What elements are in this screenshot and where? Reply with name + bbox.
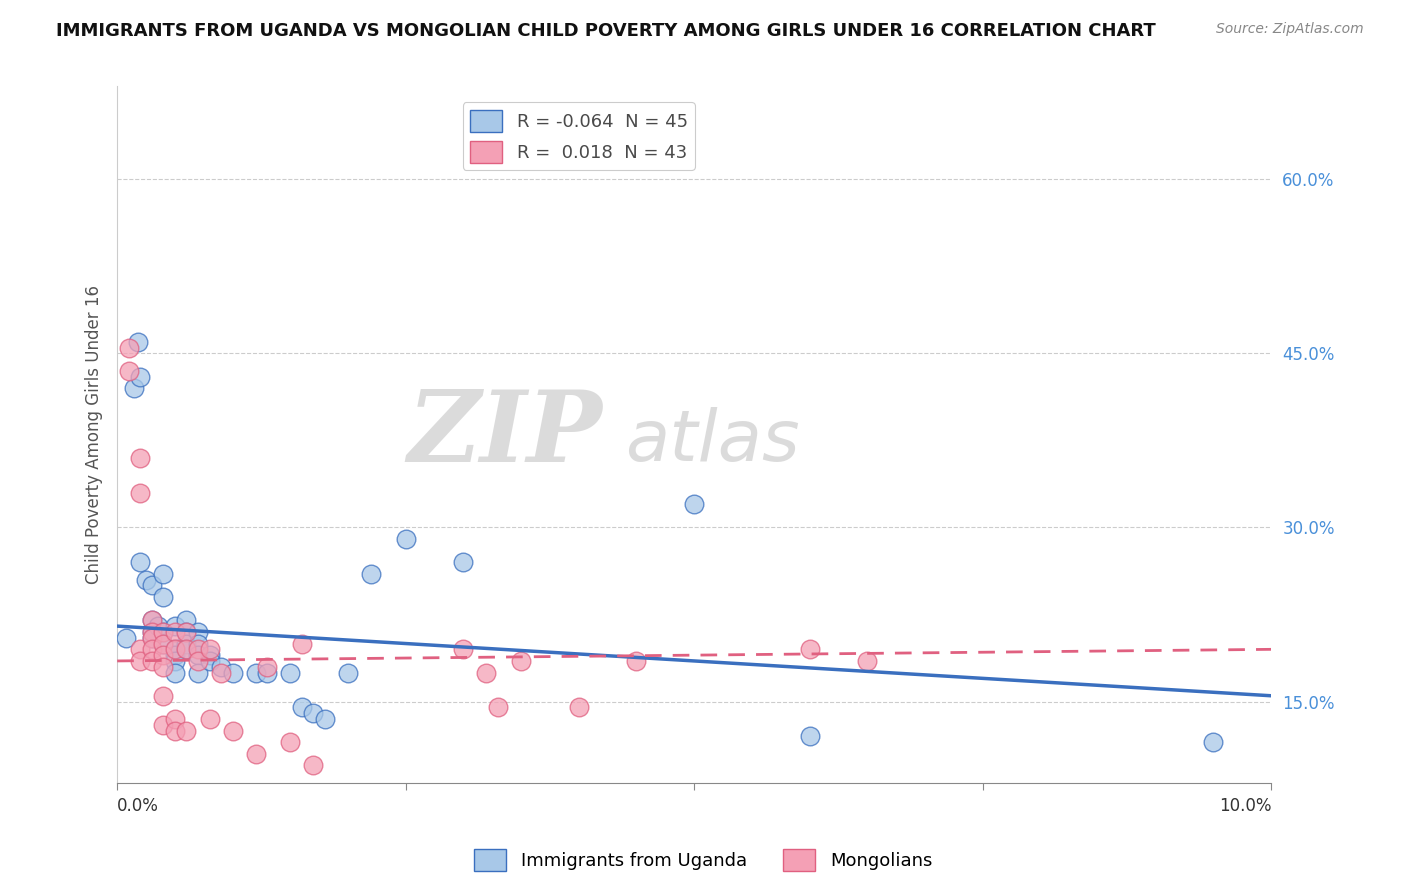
Point: [187, 624, 209, 639]
Point: [115, 631, 138, 645]
Point: [256, 665, 278, 680]
Point: [163, 712, 186, 726]
Point: [141, 624, 163, 639]
Point: [245, 665, 267, 680]
Point: [129, 369, 152, 384]
Point: [141, 578, 163, 592]
Point: [395, 532, 418, 546]
Point: [198, 642, 221, 657]
Point: [475, 665, 498, 680]
Point: [291, 636, 314, 650]
Point: [198, 712, 221, 726]
Text: IMMIGRANTS FROM UGANDA VS MONGOLIAN CHILD POVERTY AMONG GIRLS UNDER 16 CORRELATI: IMMIGRANTS FROM UGANDA VS MONGOLIAN CHIL…: [56, 22, 1156, 40]
Text: Source: ZipAtlas.com: Source: ZipAtlas.com: [1216, 22, 1364, 37]
Point: [152, 636, 174, 650]
Point: [146, 619, 169, 633]
Point: [187, 648, 209, 662]
Point: [141, 631, 163, 645]
Point: [141, 624, 163, 639]
Point: [129, 485, 152, 500]
Point: [135, 573, 157, 587]
Point: [152, 636, 174, 650]
Point: [176, 624, 198, 639]
Point: [360, 566, 382, 581]
Point: [187, 665, 209, 680]
Point: [127, 334, 149, 349]
Point: [152, 689, 174, 703]
Point: [129, 642, 152, 657]
Point: [799, 642, 821, 657]
Point: [152, 590, 174, 604]
Point: [152, 624, 174, 639]
Point: [129, 450, 152, 465]
Point: [187, 636, 209, 650]
Point: [856, 654, 879, 668]
Point: [198, 654, 221, 668]
Point: [163, 642, 186, 657]
Point: [453, 642, 475, 657]
Point: [163, 665, 186, 680]
Point: [141, 613, 163, 627]
Point: [163, 619, 186, 633]
Point: [486, 700, 509, 714]
Point: [118, 364, 141, 378]
Point: [302, 706, 325, 721]
Point: [163, 624, 186, 639]
Point: [626, 654, 648, 668]
Point: [152, 624, 174, 639]
Point: [141, 613, 163, 627]
Point: [152, 566, 174, 581]
Point: [245, 747, 267, 761]
Legend: R = -0.064  N = 45, R =  0.018  N = 43: R = -0.064 N = 45, R = 0.018 N = 43: [463, 103, 695, 169]
Point: [141, 654, 163, 668]
Point: [221, 665, 243, 680]
Point: [176, 723, 198, 738]
Point: [152, 648, 174, 662]
Point: [129, 555, 152, 569]
Point: [568, 700, 591, 714]
Point: [176, 613, 198, 627]
Legend: Immigrants from Uganda, Mongolians: Immigrants from Uganda, Mongolians: [467, 842, 939, 879]
Point: [683, 497, 706, 511]
Point: [187, 642, 209, 657]
Point: [176, 624, 198, 639]
Point: [152, 718, 174, 732]
Point: [198, 648, 221, 662]
Point: [302, 758, 325, 772]
Text: 10.0%: 10.0%: [1219, 797, 1271, 814]
Point: [336, 665, 359, 680]
Point: [129, 654, 152, 668]
Point: [163, 723, 186, 738]
Point: [799, 730, 821, 744]
Point: [314, 712, 336, 726]
Point: [141, 631, 163, 645]
Point: [187, 654, 209, 668]
Point: [291, 700, 314, 714]
Point: [278, 665, 301, 680]
Point: [152, 659, 174, 673]
Point: [163, 642, 186, 657]
Text: atlas: atlas: [624, 407, 800, 476]
Point: [209, 665, 232, 680]
Point: [209, 659, 232, 673]
Point: [163, 648, 186, 662]
Point: [1202, 735, 1225, 749]
Point: [141, 642, 163, 657]
Point: [176, 642, 198, 657]
Point: [163, 654, 186, 668]
Point: [453, 555, 475, 569]
Point: [176, 642, 198, 657]
Point: [124, 381, 146, 395]
Text: 0.0%: 0.0%: [117, 797, 159, 814]
Point: [278, 735, 301, 749]
Y-axis label: Child Poverty Among Girls Under 16: Child Poverty Among Girls Under 16: [86, 285, 103, 584]
Point: [118, 341, 141, 355]
Point: [176, 636, 198, 650]
Point: [221, 723, 243, 738]
Point: [510, 654, 533, 668]
Text: ZIP: ZIP: [406, 386, 602, 483]
Point: [256, 659, 278, 673]
